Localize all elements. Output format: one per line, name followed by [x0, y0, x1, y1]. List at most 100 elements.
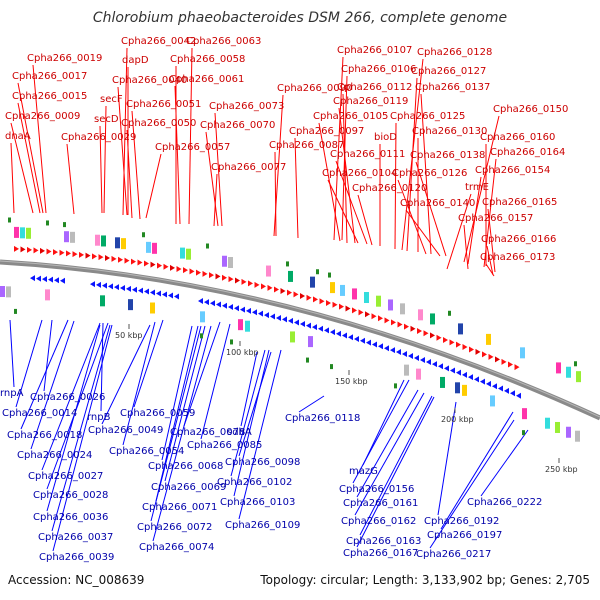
reverse-gene-label: Cpha266_0024: [17, 450, 92, 461]
forward-gene-label: Cpha266_0073: [209, 101, 284, 112]
forward-gene-feature: [300, 293, 305, 299]
cog-feature: [245, 320, 250, 332]
reverse-gene-label: Cpha266_0103: [220, 497, 295, 508]
reverse-gene-feature: [126, 285, 131, 292]
forward-gene-feature: [170, 264, 175, 271]
scale-ticks: 50 kbp 100 kbp 150 kbp 200 kbp 250 kbp: [115, 324, 578, 474]
forward-gene-feature: [235, 277, 240, 284]
rna-feature: [574, 361, 577, 367]
forward-connector: [205, 131, 219, 227]
reverse-connector: [354, 392, 425, 516]
forward-gene-label: Cpha266_0164: [490, 147, 565, 158]
cog-feature: [388, 299, 393, 311]
forward-gene-label: Cpha266_0125: [390, 111, 465, 122]
forward-connector: [122, 47, 128, 216]
rna-feature: [8, 217, 11, 223]
forward-gene-feature: [456, 341, 461, 348]
cog-feature: [152, 242, 157, 254]
forward-gene-feature: [222, 274, 227, 281]
forward-gene-label: Cpha266_0070: [200, 120, 275, 131]
forward-gene-label: Cpha266_0061: [169, 74, 244, 85]
forward-gene-label: Cpha266_0077: [211, 162, 286, 173]
reverse-gene-feature: [354, 336, 359, 343]
reverse-connector: [15, 319, 43, 408]
forward-gene-label: Cpha266_0119: [333, 96, 408, 107]
map-title: Chlorobium phaeobacteroides DSM 266, com…: [92, 10, 508, 26]
reverse-strand-features: [30, 275, 521, 399]
forward-gene-label: Cpha266_0154: [475, 165, 550, 176]
reverse-gene-feature: [162, 291, 167, 298]
forward-connector: [486, 245, 494, 276]
reverse-gene-feature: [258, 310, 263, 317]
cog-feature: [115, 237, 120, 249]
reverse-gene-label: Cpha266_0028: [33, 490, 108, 501]
cog-feature: [458, 323, 463, 335]
reverse-gene-label: Cpha266_0014: [2, 408, 77, 419]
cog-feature: [6, 286, 11, 298]
reverse-gene-feature: [306, 322, 311, 329]
reverse-connector: [298, 395, 325, 413]
reverse-gene-feature: [408, 352, 413, 359]
scale-tick-label: 50 kbp: [115, 331, 143, 340]
reverse-connector: [183, 321, 221, 427]
forward-gene-feature: [254, 281, 260, 288]
reverse-gene-label: Cpha266_0069: [151, 482, 226, 493]
cog-feature: [330, 282, 335, 294]
forward-gene-label: Cpha266_0063: [186, 36, 261, 47]
forward-gene-label: Cpha266_0140: [400, 198, 475, 209]
reverse-gene-label: rnpB: [87, 412, 111, 423]
forward-connector: [214, 112, 223, 227]
forward-gene-feature: [33, 247, 39, 254]
reverse-gene-feature: [204, 299, 209, 306]
forward-gene-label: Cpha266_0050: [121, 118, 196, 129]
forward-connector: [485, 263, 495, 277]
reverse-gene-feature: [330, 329, 335, 336]
cog-feature: [20, 227, 25, 239]
reverse-gene-label: Cpha266_0192: [424, 516, 499, 527]
cog-feature: [556, 362, 561, 374]
forward-gene-label: secF: [100, 94, 123, 105]
reverse-gene-feature: [336, 330, 341, 337]
reverse-connector: [429, 419, 515, 549]
reverse-connector: [359, 395, 433, 536]
reverse-gene-feature: [132, 286, 137, 293]
cog-feature: [376, 295, 381, 307]
reverse-gene-label: Cpha266_0026: [30, 392, 105, 403]
reverse-gene-feature: [270, 313, 275, 320]
reverse-gene-label: Cpha266_0071: [142, 502, 217, 513]
reverse-gene-feature: [42, 276, 47, 283]
reverse-gene-label: Cpha266_0162: [341, 516, 416, 527]
forward-connector-lines: [10, 47, 500, 277]
reverse-gene-label: Cpha266_0118: [285, 413, 360, 424]
forward-gene-label: Cpha266_0087: [269, 140, 344, 151]
scale-tick-label: 150 kbp: [335, 377, 368, 386]
reverse-gene-feature: [342, 332, 347, 339]
forward-gene-feature: [508, 361, 513, 368]
scale-tick-label: 200 kbp: [441, 415, 474, 424]
forward-gene-label: Cpha266_0057: [155, 142, 230, 153]
cog-feature: [45, 289, 50, 301]
reverse-connector: [20, 319, 69, 430]
forward-gene-feature: [319, 298, 325, 305]
reverse-gene-feature: [288, 317, 293, 324]
cog-feature: [522, 408, 527, 420]
rna-feature: [316, 269, 319, 275]
reverse-gene-feature: [156, 290, 161, 297]
reverse-gene-feature: [264, 312, 269, 319]
reverse-gene-label: Cpha266_0078: [170, 427, 245, 438]
reverse-gene-feature: [294, 319, 299, 326]
forward-gene-label: Cpha266_0015: [12, 91, 87, 102]
cog-feature: [228, 257, 233, 269]
forward-gene-feature: [514, 364, 520, 371]
forward-gene-label: dapD: [122, 55, 149, 66]
forward-gene-label: Cpha266_0106: [341, 64, 416, 75]
cog-feature: [150, 302, 155, 314]
reverse-gene-feature: [438, 363, 443, 370]
forward-gene-label: trmE: [465, 182, 489, 193]
forward-gene-feature: [293, 291, 299, 298]
reverse-gene-feature: [456, 369, 461, 376]
genome-backbone-highlight: [0, 260, 600, 418]
forward-gene-feature: [189, 268, 195, 275]
reverse-connector: [356, 396, 435, 548]
reverse-gene-feature: [414, 354, 419, 361]
